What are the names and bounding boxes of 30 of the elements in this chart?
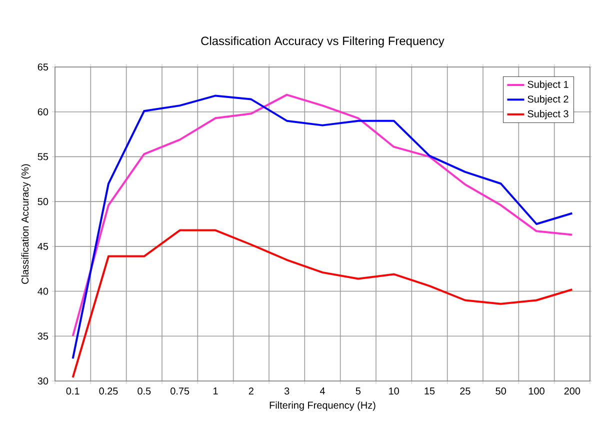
x-tick-label: 0.5 xyxy=(138,388,151,395)
x-tick-label: 15 xyxy=(424,388,435,394)
x-tick-label: 3 xyxy=(284,388,290,395)
legend-label: Subject 1 xyxy=(528,80,568,90)
x-tick-label: 10 xyxy=(389,388,399,395)
y-axis-title: Classification Accuracy (%) xyxy=(21,164,31,284)
legend-label: Subject 2 xyxy=(528,95,568,105)
y-tick-label: 40 xyxy=(38,288,48,295)
y-tick-label: 45 xyxy=(38,242,48,250)
x-tick-label: 0.25 xyxy=(99,388,118,395)
x-axis-title: Filtering Frequency (Hz) xyxy=(270,401,376,411)
x-tick-label: 25 xyxy=(460,388,470,395)
x-tick-label: 200 xyxy=(564,388,580,395)
chart-title: Classification Accuracy vs Filtering Frequency xyxy=(201,36,444,48)
line-series xyxy=(72,229,574,378)
y-tick-label: 65 xyxy=(38,63,48,71)
x-tick-label: 50 xyxy=(496,388,506,395)
x-tick-label: 4 xyxy=(320,388,325,394)
x-tick-label: 100 xyxy=(528,388,544,395)
y-tick-label: 55 xyxy=(38,153,48,160)
x-tick-label: 2 xyxy=(248,388,254,394)
y-tick-label: 60 xyxy=(38,108,48,116)
x-tick-label: 1 xyxy=(214,388,218,394)
y-tick-label: 30 xyxy=(38,377,48,385)
x-tick-label: 0.75 xyxy=(170,388,190,395)
x-tick-label: 5 xyxy=(356,388,361,394)
y-tick-label: 50 xyxy=(38,198,48,206)
y-tick-label: 35 xyxy=(38,332,48,340)
legend-label: Subject 3 xyxy=(528,110,568,120)
x-tick-label: 0.1 xyxy=(66,388,80,395)
